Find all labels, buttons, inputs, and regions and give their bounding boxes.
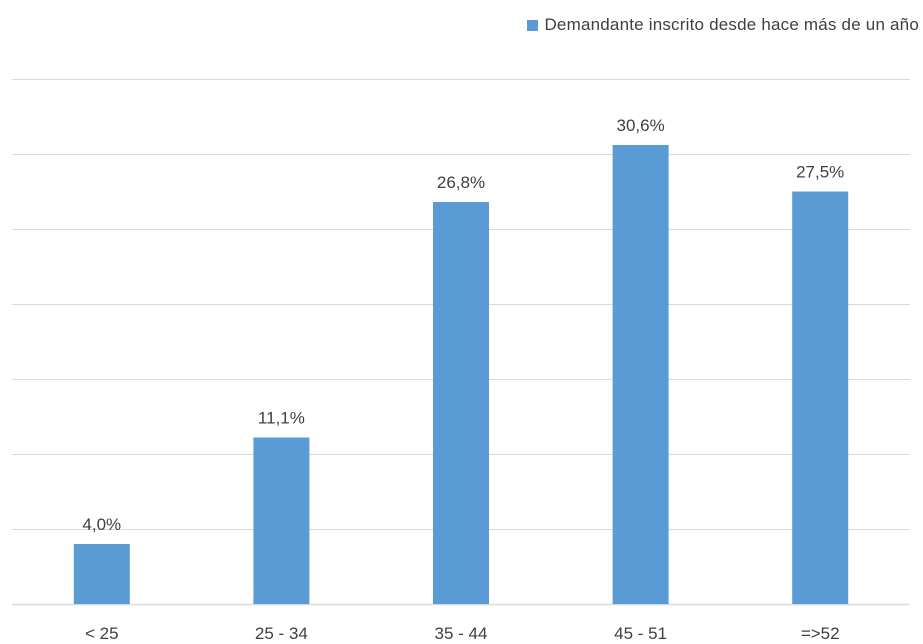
chart-legend: Demandante inscrito desde hace más de un… — [527, 15, 919, 35]
x-axis-ticks: < 25 25 - 34 35 - 44 45 - 51 =>52 — [85, 624, 840, 643]
bar — [253, 437, 310, 604]
bar — [433, 202, 489, 604]
bars — [73, 145, 849, 604]
data-label: 11,1% — [258, 409, 305, 428]
legend-swatch — [527, 19, 539, 31]
x-tick-label: 25 - 34 — [255, 624, 308, 643]
data-label: 4,0% — [82, 515, 121, 534]
data-labels: 4,0% 11,1% 26,8% 30,6% 27,5% — [82, 116, 844, 534]
data-label: 30,6% — [616, 116, 664, 135]
bar — [612, 145, 669, 604]
x-tick-label: 45 - 51 — [614, 624, 667, 643]
bar — [73, 544, 130, 604]
legend-label: Demandante inscrito desde hace más de un… — [544, 15, 919, 34]
data-label: 27,5% — [796, 163, 844, 182]
bar — [792, 191, 849, 604]
data-label: 26,8% — [437, 173, 485, 192]
x-tick-label: =>52 — [801, 624, 840, 643]
x-tick-label: 35 - 44 — [435, 624, 488, 643]
x-tick-label: < 25 — [85, 624, 119, 643]
